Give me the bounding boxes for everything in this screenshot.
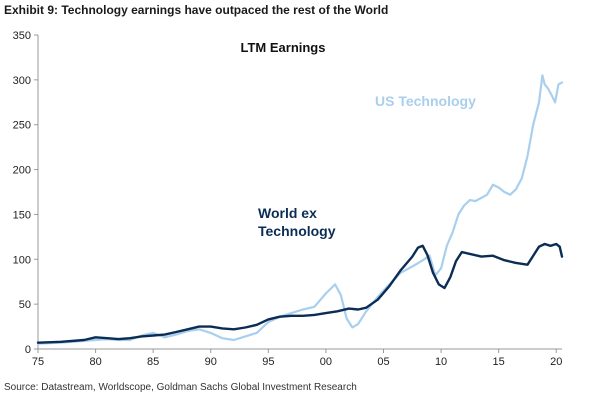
x-tick-label: 75: [32, 356, 44, 368]
y-tick-label: 50: [19, 299, 31, 311]
series-label-world-ex-technology-line2: Technology: [258, 223, 336, 239]
series-label-world-ex-technology-line1: World ex: [258, 205, 317, 221]
series-line-us-technology: [36, 74, 564, 345]
x-tick-label: 85: [147, 356, 159, 368]
x-tick-label: 80: [89, 356, 101, 368]
series-group: [36, 74, 564, 345]
y-tick-label: 200: [13, 165, 31, 177]
y-tick-label: 0: [25, 344, 31, 356]
axes: 0 50 100 150 200 250 300 350 75 80 85 90 95 00 05 10 15 2…: [13, 30, 563, 368]
x-tick-label: 95: [262, 356, 274, 368]
y-tick-label: 350: [13, 30, 31, 42]
x-tick-label: 20: [550, 356, 562, 368]
x-tick-label: 10: [435, 356, 447, 368]
y-tick-label: 250: [13, 120, 31, 132]
x-tick-label: 15: [493, 356, 505, 368]
chart-title: LTM Earnings: [241, 40, 326, 55]
x-tick-label: 00: [320, 356, 332, 368]
series-line-world-ex-technology: [36, 242, 564, 344]
x-tick-label: 05: [377, 356, 389, 368]
exhibit-title: Exhibit 9: Technology earnings have outp…: [4, 3, 389, 17]
y-tick-label: 300: [13, 75, 31, 87]
series-label-us-technology: US Technology: [375, 93, 476, 109]
source-note: Source: Datastream, Worldscope, Goldman …: [4, 382, 357, 393]
x-tick-label: 90: [205, 356, 217, 368]
y-tick-label: 100: [13, 254, 31, 266]
y-tick-label: 150: [13, 209, 31, 221]
